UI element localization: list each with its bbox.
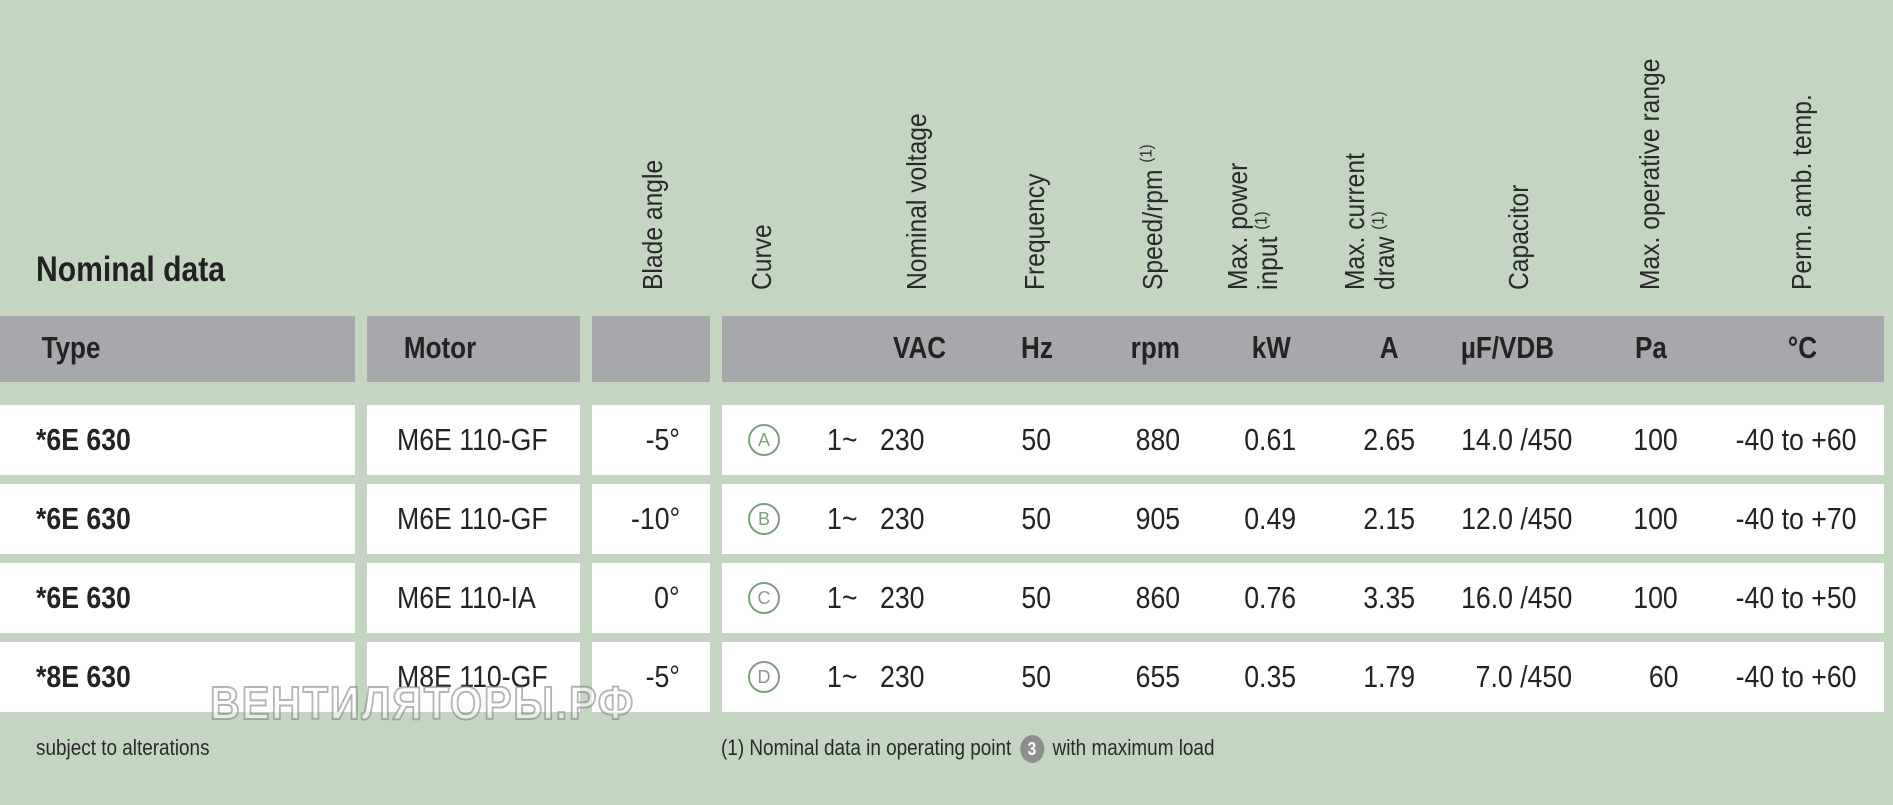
cell-pressure: 60 [1648, 659, 1678, 694]
cell-speed: 655 [1135, 659, 1181, 694]
header-cell-motor [367, 316, 580, 382]
cell-type: *6E 630 [36, 501, 131, 536]
cell-current: 1.79 [1363, 659, 1415, 694]
cell-temp: -40 to +60 [1735, 659, 1856, 694]
table-row-block [367, 484, 580, 554]
table-row-block [367, 405, 580, 475]
cell-frequency: 50 [1021, 501, 1051, 536]
cell-capacitor: 7.0 /450 [1475, 659, 1572, 694]
cell-power: 0.61 [1244, 422, 1296, 457]
table-row-block [0, 642, 355, 712]
cell-capacitor: 14.0 /450 [1460, 422, 1572, 457]
cell-motor: M8E 110-GF [397, 659, 548, 694]
table-row-block [592, 405, 710, 475]
cell-speed: 905 [1135, 501, 1181, 536]
table-title: Nominal data [36, 250, 225, 289]
cell-type: *6E 630 [36, 580, 131, 615]
header-cell-blade [592, 316, 710, 382]
cell-blade-angle: -5° [645, 422, 680, 457]
cell-motor: M6E 110-IA [397, 580, 536, 615]
curve-badge: B [748, 503, 780, 535]
cell-capacitor: 12.0 /450 [1460, 501, 1572, 536]
footer-alterations: subject to alterations [36, 735, 210, 760]
cell-power: 0.49 [1244, 501, 1296, 536]
unit-current: A [1379, 330, 1399, 365]
table-row-block [722, 484, 1884, 554]
cell-power: 0.35 [1244, 659, 1296, 694]
unit-power: kW [1251, 330, 1291, 365]
header-cell-specs [722, 316, 1884, 382]
cell-current: 2.65 [1363, 422, 1415, 457]
cell-capacitor: 16.0 /450 [1460, 580, 1572, 615]
cell-phase: 1~ [827, 422, 858, 457]
table-row-block [722, 405, 1884, 475]
cell-motor: M6E 110-GF [397, 501, 548, 536]
unit-temp: °C [1787, 330, 1818, 365]
watermark: ВЕНТИЛЯТОРЫ.РФ [209, 676, 635, 730]
table-row-block [367, 642, 580, 712]
cell-power: 0.76 [1244, 580, 1296, 615]
table-row-block [592, 563, 710, 633]
table-row-block [0, 484, 355, 554]
cell-frequency: 50 [1021, 580, 1051, 615]
header-cell-type [0, 316, 355, 382]
cell-voltage: 230 [880, 422, 925, 457]
cell-speed: 860 [1135, 580, 1181, 615]
cell-temp: -40 to +60 [1735, 422, 1856, 457]
table-row-block [0, 405, 355, 475]
cell-blade-angle: -10° [630, 501, 680, 536]
curve-badge: D [748, 661, 780, 693]
cell-frequency: 50 [1021, 422, 1051, 457]
unit-capacitor: µF/VDB [1460, 330, 1555, 365]
unit-pressure: Pa [1635, 330, 1667, 365]
table-row-block [0, 563, 355, 633]
unit-motor: Motor [403, 330, 477, 365]
cell-temp: -40 to +50 [1735, 580, 1856, 615]
cell-pressure: 100 [1633, 422, 1678, 457]
table-row-block [722, 642, 1884, 712]
footer-note: (1) Nominal data in operating point 3 with… [721, 735, 1295, 764]
cell-speed: 880 [1135, 422, 1181, 457]
cell-voltage: 230 [880, 580, 925, 615]
cell-voltage: 230 [880, 501, 925, 536]
cell-type: *8E 630 [36, 659, 131, 694]
table-row-block [592, 484, 710, 554]
cell-type: *6E 630 [36, 422, 131, 457]
cell-pressure: 100 [1633, 580, 1678, 615]
cell-blade-angle: 0° [654, 580, 680, 615]
cell-current: 2.15 [1363, 501, 1415, 536]
cell-blade-angle: -5° [645, 659, 680, 694]
table-row-block [722, 563, 1884, 633]
curve-badge: C [748, 582, 780, 614]
operating-point-badge: 3 [1019, 735, 1044, 764]
cell-pressure: 100 [1633, 501, 1678, 536]
cell-phase: 1~ [827, 659, 858, 694]
cell-voltage: 230 [880, 659, 925, 694]
cell-phase: 1~ [827, 580, 858, 615]
curve-badge: A [748, 424, 780, 456]
unit-speed: rpm [1130, 330, 1180, 365]
table-row-block [367, 563, 580, 633]
unit-type: Type [41, 330, 101, 365]
cell-motor: M6E 110-GF [397, 422, 548, 457]
cell-temp: -40 to +70 [1735, 501, 1856, 536]
cell-current: 3.35 [1363, 580, 1415, 615]
cell-phase: 1~ [827, 501, 858, 536]
unit-frequency: Hz [1021, 330, 1053, 365]
table-row-block [592, 642, 710, 712]
unit-voltage: VAC [893, 330, 947, 365]
cell-frequency: 50 [1021, 659, 1051, 694]
